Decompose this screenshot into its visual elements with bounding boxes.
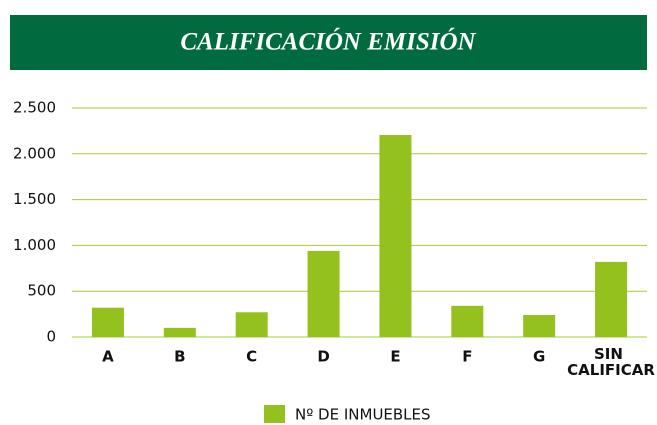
bar <box>451 305 484 337</box>
title-banner <box>10 15 647 70</box>
y-tick-label: 500 <box>27 282 56 300</box>
bar <box>307 250 340 337</box>
x-tick-label: E <box>390 348 400 366</box>
bar <box>163 327 196 337</box>
y-tick-label: 0 <box>46 328 56 346</box>
bar <box>235 312 268 337</box>
legend-swatch <box>264 405 285 423</box>
bar <box>595 261 628 337</box>
bar <box>523 315 556 337</box>
x-tick-label: B <box>174 348 185 366</box>
x-tick-label: D <box>317 348 329 366</box>
y-tick-label: 2.000 <box>13 144 56 162</box>
legend-label: Nº DE INMUEBLES <box>295 406 431 424</box>
y-tick-label: 2.500 <box>13 99 56 117</box>
bar <box>379 135 412 337</box>
y-tick-label: 1.000 <box>13 236 56 254</box>
x-tick-label: C <box>246 348 257 366</box>
x-tick-label: A <box>102 348 114 366</box>
chart-title: CALIFICACIÓN EMISIÓN <box>180 28 476 56</box>
x-tick-label-line: CALIFICAR <box>567 361 655 379</box>
x-tick-label: SIN CALIFICAR <box>567 345 655 379</box>
x-tick-label-line: SIN <box>594 345 628 363</box>
x-tick-label: F <box>462 348 472 366</box>
y-tick-label: 1.500 <box>13 190 56 208</box>
bar <box>91 307 124 337</box>
x-tick-label: G <box>533 348 545 366</box>
